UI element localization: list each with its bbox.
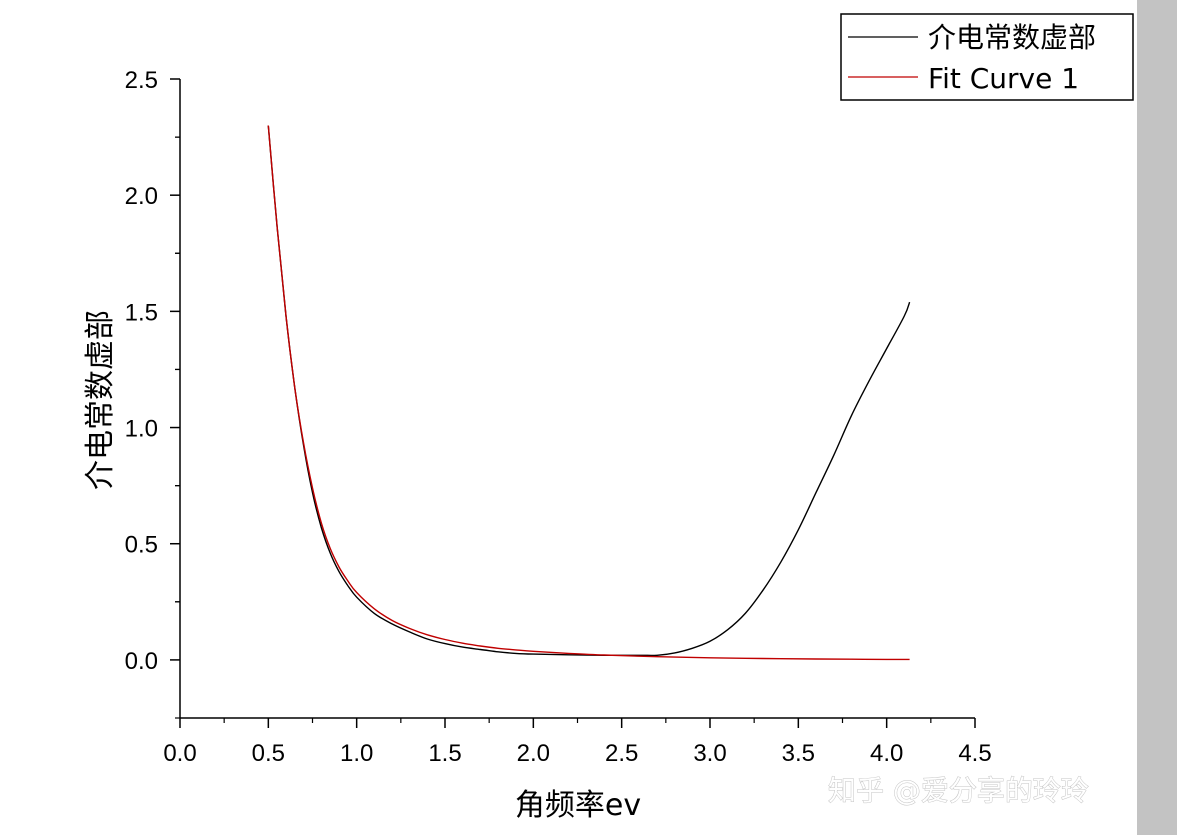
legend-box [840, 13, 1134, 101]
x-tick-label: 0.0 [163, 740, 196, 767]
legend: 介电常数虚部 Fit Curve 1 [840, 13, 1134, 101]
x-tick-label: 2.5 [605, 740, 638, 767]
x-tick-label: 0.5 [252, 740, 285, 767]
watermark: 知乎 @爱分享的玲玲 [828, 774, 1089, 807]
y-tick-label: 1.0 [125, 416, 158, 443]
x-axis-title: 角频率ev [515, 788, 641, 823]
legend-label-series-2: Fit Curve 1 [928, 62, 1079, 95]
y-tick-label: 0.5 [125, 532, 158, 559]
series-line-2 [267, 125, 910, 661]
y-tick-label: 2.5 [125, 67, 158, 94]
x-tick-label: 4.5 [958, 740, 991, 767]
y-tick-label: 0.0 [125, 648, 158, 675]
y-axis-title: 介电常数虚部 [83, 310, 118, 490]
y-tick-label: 2.0 [125, 183, 158, 210]
series-line-1 [267, 125, 911, 657]
x-tick-label: 3.0 [693, 740, 726, 767]
x-tick-label: 3.5 [782, 740, 815, 767]
x-tick-label: 2.0 [517, 740, 550, 767]
x-tick-label: 1.0 [340, 740, 373, 767]
vertical-scrollbar[interactable] [1137, 0, 1177, 835]
y-tick-label: 1.5 [125, 299, 158, 326]
x-tick-label: 4.0 [870, 740, 903, 767]
curves [267, 125, 911, 661]
legend-label-series-1: 介电常数虚部 [928, 21, 1096, 54]
x-tick-label: 1.5 [428, 740, 461, 767]
axes: 0.0 0.5 1.0 1.5 2.0 2.5 3.0 3.5 4.0 4.5 0.0 0.5 1.0 1… [125, 67, 992, 767]
chart: 0.0 0.5 1.0 1.5 2.0 2.5 3.0 3.5 4.0 4.5 0.0 0.5 1.0 1… [83, 13, 1134, 823]
